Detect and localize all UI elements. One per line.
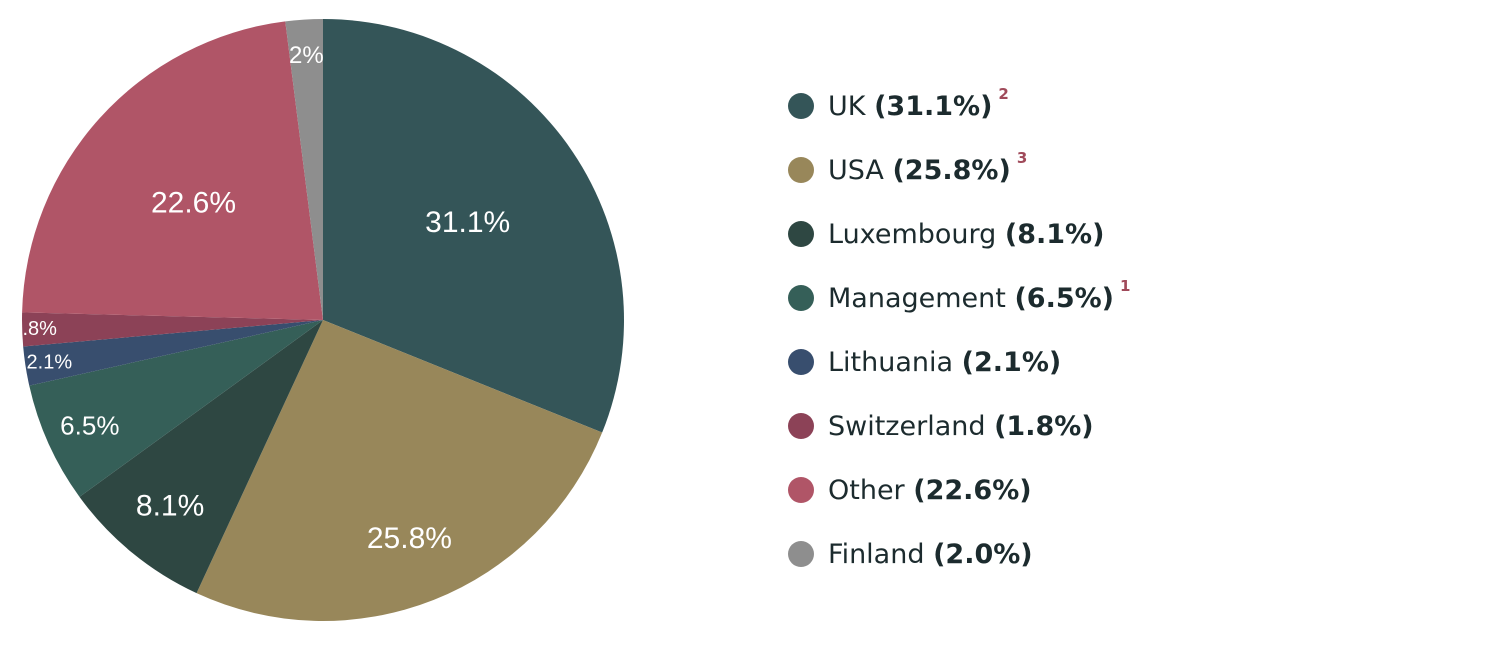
legend-label: Lithuania (2.1%) <box>828 346 1062 378</box>
legend-value: (2.1%) <box>961 346 1062 378</box>
legend-swatch <box>788 349 814 375</box>
slice-label-other: 22.6% <box>151 186 236 219</box>
legend-label: Other (22.6%) <box>828 474 1032 506</box>
legend-footnote-marker: 1 <box>1120 277 1131 295</box>
chart-legend: UK (31.1%) 2 USA (25.8%) 3 Luxembourg (8.1%)… <box>788 74 1388 586</box>
slice-label-finland: 2% <box>289 42 324 69</box>
legend-value: (6.5%) <box>1014 282 1115 314</box>
legend-footnote-marker: 3 <box>1016 149 1028 167</box>
legend-item-switzerland: Switzerland (1.8%) <box>788 394 1388 458</box>
legend-swatch <box>788 541 814 567</box>
pie-slice-luxembourg <box>79 320 323 594</box>
legend-item-uk: UK (31.1%) 2 <box>788 74 1388 138</box>
legend-label: Management (6.5%) <box>828 282 1115 314</box>
pie-slice-management <box>29 320 323 497</box>
legend-value: (25.8%) <box>892 154 1011 186</box>
legend-item-other: Other (22.6%) <box>788 458 1388 522</box>
legend-item-finland: Finland (2.0%) <box>788 522 1388 586</box>
legend-label: Luxembourg (8.1%) <box>828 218 1105 250</box>
pie-slice-other <box>22 21 323 320</box>
legend-swatch <box>788 285 814 311</box>
legend-value: (8.1%) <box>1004 218 1105 250</box>
legend-value: (2.0%) <box>933 538 1033 570</box>
slice-label-lithuania: 2.1% <box>27 351 73 373</box>
legend-label: USA (25.8%) <box>828 154 1011 186</box>
slice-label-usa: 25.8% <box>367 522 452 555</box>
legend-label: UK (31.1%) <box>828 90 993 122</box>
legend-value: (31.1%) <box>874 90 993 122</box>
slice-label-luxembourg: 8.1% <box>136 490 204 523</box>
legend-swatch <box>788 221 814 247</box>
legend-swatch <box>788 477 814 503</box>
legend-label: Switzerland (1.8%) <box>828 410 1094 442</box>
legend-item-lithuania: Lithuania (2.1%) <box>788 330 1388 394</box>
legend-footnote-marker: 2 <box>998 85 1009 103</box>
legend-swatch <box>788 93 814 119</box>
legend-value: (1.8%) <box>994 410 1094 442</box>
legend-value: (22.6%) <box>913 474 1032 506</box>
slice-label-switzerland: 1.8% <box>11 318 57 340</box>
legend-item-usa: USA (25.8%) 3 <box>788 138 1388 202</box>
pie-slice-usa <box>196 320 603 621</box>
pie-slice-lithuania <box>23 320 323 386</box>
legend-label: Finland (2.0%) <box>828 538 1033 570</box>
pie-slice-switzerland <box>22 312 324 347</box>
legend-item-management: Management (6.5%) 1 <box>788 266 1388 330</box>
slice-label-uk: 31.1% <box>425 206 510 239</box>
slice-label-management: 6.5% <box>60 410 119 440</box>
legend-swatch <box>788 157 814 183</box>
legend-item-luxembourg: Luxembourg (8.1%) <box>788 202 1388 266</box>
pie-slice-finland <box>285 19 323 320</box>
legend-swatch <box>788 413 814 439</box>
pie-slice-uk <box>323 19 624 433</box>
